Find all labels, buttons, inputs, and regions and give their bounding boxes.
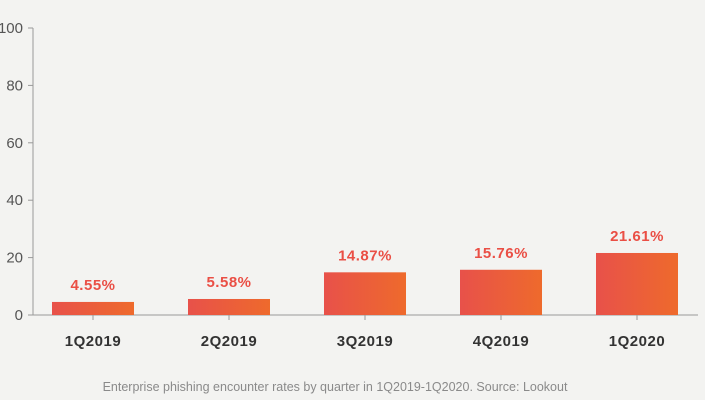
x-tick-label-2q2019: 2Q2019 [201, 333, 257, 350]
data-label-3q2019: 14.87% [338, 247, 392, 264]
x-tick-label-1q2019: 1Q2019 [65, 333, 121, 350]
y-tick-label: 20 [6, 250, 23, 267]
x-tick-label-1q2020: 1Q2020 [609, 333, 665, 350]
data-label-4q2019: 15.76% [474, 245, 528, 262]
bar-2q2019 [188, 298, 270, 315]
bar-3q2019 [324, 272, 406, 315]
bar-layer [52, 252, 678, 315]
x-tick-label-4q2019: 4Q2019 [473, 333, 529, 350]
y-tick-label: 80 [6, 77, 23, 94]
y-tick-label: 60 [6, 135, 23, 152]
data-label-2q2019: 5.58% [206, 274, 251, 291]
bar-4q2019 [460, 269, 542, 315]
bar-1q2020 [596, 252, 678, 315]
y-tick-label: 0 [15, 307, 23, 324]
x-tick-label-3q2019: 3Q2019 [337, 333, 393, 350]
data-label-1q2020: 21.61% [610, 228, 664, 245]
y-tick-label: 40 [6, 192, 23, 209]
data-label-1q2019: 4.55% [70, 277, 115, 294]
label-layer: 4.55% 1Q2019 5.58% 2Q2019 14.87% 3Q2019 15.76%… [65, 228, 665, 350]
chart-caption: Enterprise phishing encounter rates by q… [102, 380, 568, 394]
y-tick-label: 100 [0, 20, 23, 37]
bar-1q2019 [52, 301, 134, 315]
bar-chart: 0 20 40 60 80 100 4.55% 1Q2019 5.58% 2Q2019 14.87… [0, 20, 698, 350]
axis-layer: 0 20 40 60 80 100 [0, 20, 698, 324]
